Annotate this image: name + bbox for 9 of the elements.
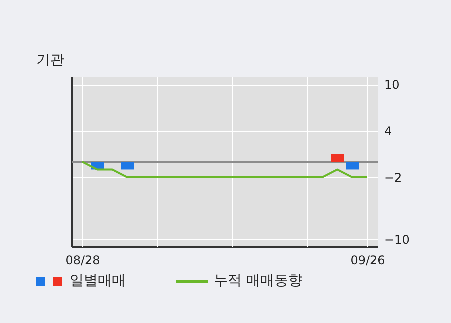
y-tick-label: 4 [384,124,392,139]
y-axis-title: 기관 [36,52,64,68]
x-tick-label: 09/26 [350,254,386,268]
legend-label: 누적 매매동향 [214,272,302,290]
y-tick-label: 10 [384,78,400,92]
y-tick-label: −10 [384,232,410,247]
legend-label: 일별매매 [70,272,126,290]
y-tick-label: −2 [384,170,402,185]
x-tick-label: 08/28 [66,254,100,268]
